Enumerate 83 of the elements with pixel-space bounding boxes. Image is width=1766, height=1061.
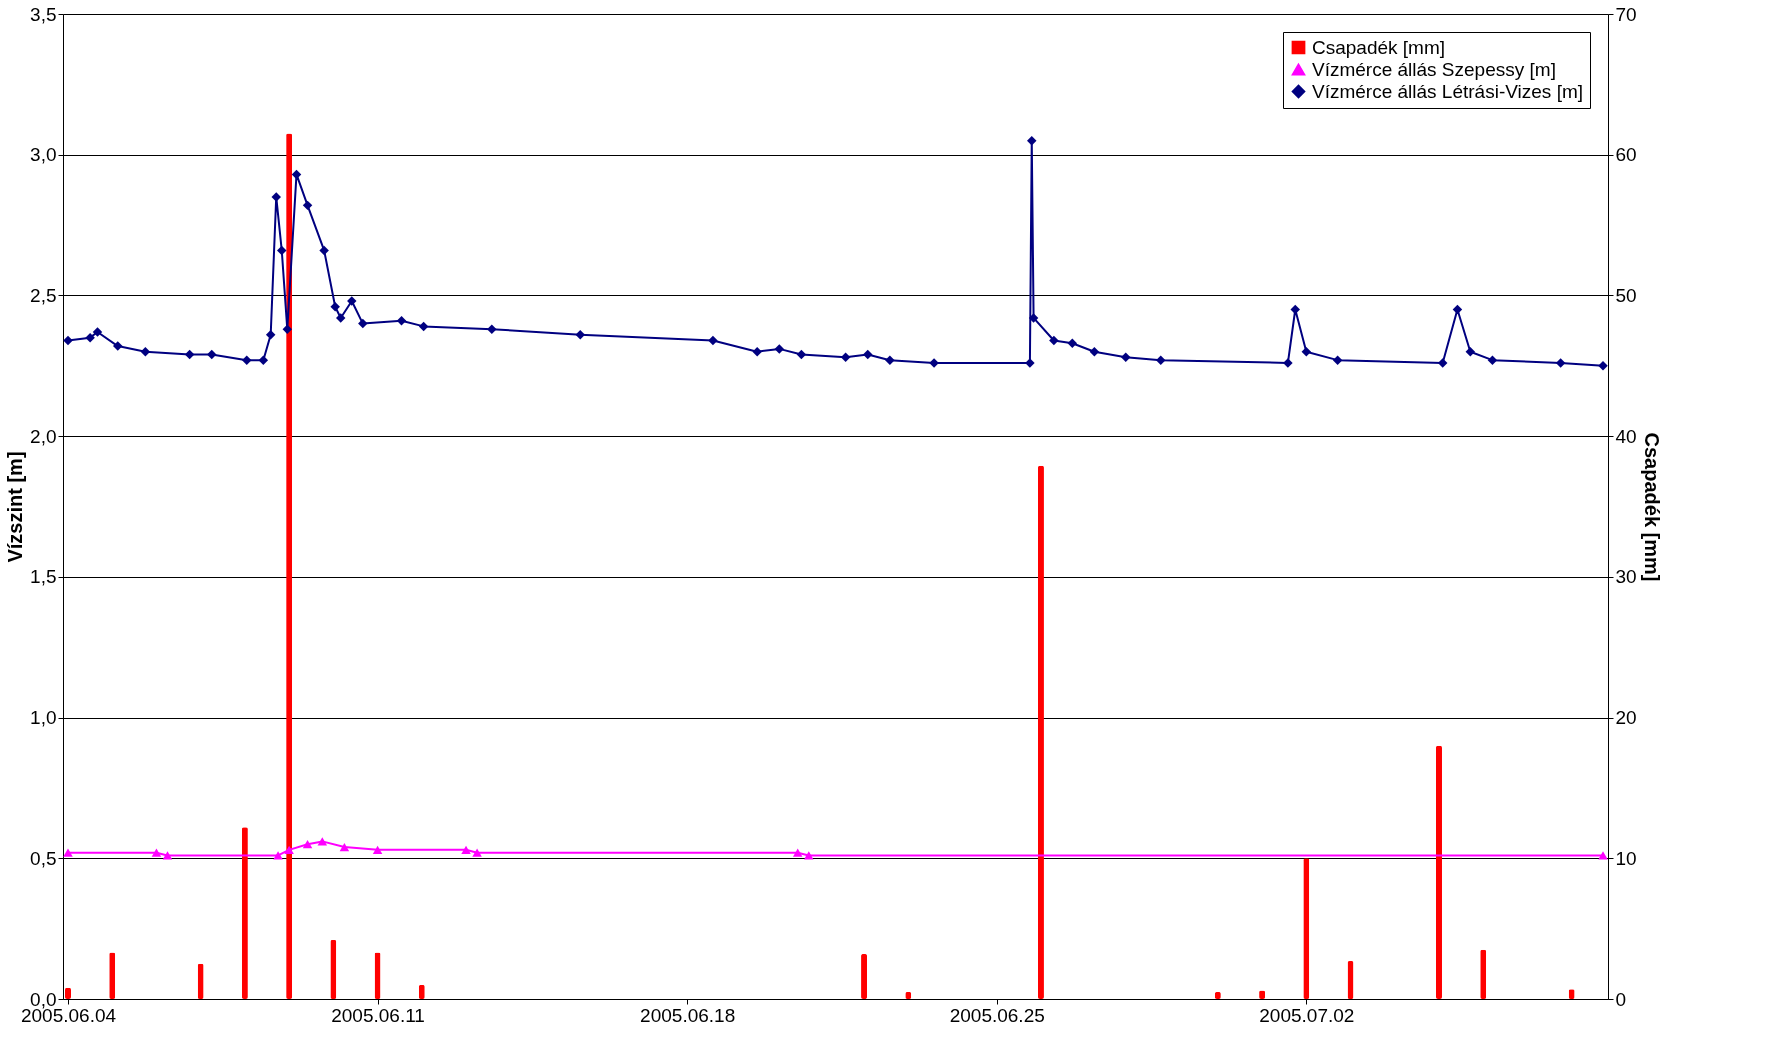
point <box>1120 352 1131 363</box>
y2-tick-label: 10 <box>1615 847 1637 869</box>
point <box>330 301 340 312</box>
point <box>1437 358 1448 368</box>
point <box>291 169 302 180</box>
point <box>113 341 123 351</box>
point <box>271 192 281 202</box>
x-tick-label: 2005.06.25 <box>949 1004 1045 1026</box>
point <box>1027 135 1037 146</box>
point <box>302 200 313 211</box>
point <box>372 845 383 854</box>
point <box>418 321 429 332</box>
point <box>792 848 803 857</box>
legend-label: Vízmérce állás Szepessy [m] <box>1312 58 1556 80</box>
point <box>335 313 346 323</box>
point <box>317 837 328 846</box>
y-axis-title: Vízszint [m] <box>4 451 27 563</box>
point <box>804 851 814 860</box>
y-tick-label: 3,5 <box>30 3 57 25</box>
point <box>277 245 287 256</box>
point <box>184 349 195 360</box>
point <box>1598 851 1608 860</box>
point <box>1301 346 1312 357</box>
legend-label: Csapadék [mm] <box>1312 36 1446 58</box>
point <box>396 316 407 326</box>
point <box>752 346 762 357</box>
point <box>265 330 276 340</box>
point <box>1555 358 1566 368</box>
point <box>1089 346 1100 357</box>
point <box>347 296 357 306</box>
point <box>258 355 269 365</box>
y-tick-label: 2,0 <box>30 425 57 447</box>
y-tick-label: 3,0 <box>30 144 57 166</box>
point <box>708 335 718 346</box>
point <box>284 845 294 854</box>
point <box>242 355 252 365</box>
point <box>863 349 873 360</box>
point <box>1067 338 1078 349</box>
x-tick-label: 2005.06.11 <box>331 1004 425 1026</box>
point <box>575 330 586 340</box>
point <box>840 352 851 363</box>
point <box>151 848 162 857</box>
point <box>472 848 482 857</box>
x-tick-label: 2005.06.18 <box>640 1004 736 1026</box>
point <box>487 324 497 334</box>
y2-tick-label: 70 <box>1615 3 1637 25</box>
y2-axis-title: Csapadék [mm] <box>1640 432 1663 582</box>
point <box>1332 355 1343 365</box>
point <box>140 346 151 357</box>
x-tick-label: 2005.07.02 <box>1259 1004 1355 1026</box>
point <box>206 349 217 360</box>
y2-tick-label: 30 <box>1615 566 1637 588</box>
y-tick-label: 1,0 <box>30 707 57 729</box>
point <box>282 324 293 334</box>
point <box>461 845 471 854</box>
point <box>92 327 103 337</box>
point <box>885 355 895 365</box>
y2-tick-label: 20 <box>1615 707 1637 729</box>
point <box>358 318 368 329</box>
point <box>302 840 313 849</box>
point <box>319 245 329 256</box>
legend-label: Vízmérce állás Létrási-Vizes [m] <box>1312 80 1584 102</box>
y-tick-label: 2,5 <box>30 284 57 306</box>
point <box>1465 346 1476 357</box>
y2-tick-label: 0 <box>1615 988 1627 1010</box>
point <box>273 851 283 860</box>
point <box>63 335 73 346</box>
point <box>796 349 807 360</box>
y-tick-label: 0,5 <box>30 847 57 869</box>
y-tick-label: 1,5 <box>30 566 57 588</box>
point <box>1049 335 1059 346</box>
point <box>1452 304 1463 315</box>
point <box>162 851 173 860</box>
point <box>774 344 785 354</box>
point <box>1156 355 1166 365</box>
y2-tick-label: 40 <box>1615 425 1637 447</box>
point <box>339 842 350 852</box>
point <box>85 332 95 343</box>
point <box>1487 355 1498 365</box>
point <box>1028 313 1039 323</box>
y2-tick-label: 50 <box>1615 284 1637 306</box>
y2-tick-label: 60 <box>1615 144 1637 166</box>
point <box>63 848 73 857</box>
